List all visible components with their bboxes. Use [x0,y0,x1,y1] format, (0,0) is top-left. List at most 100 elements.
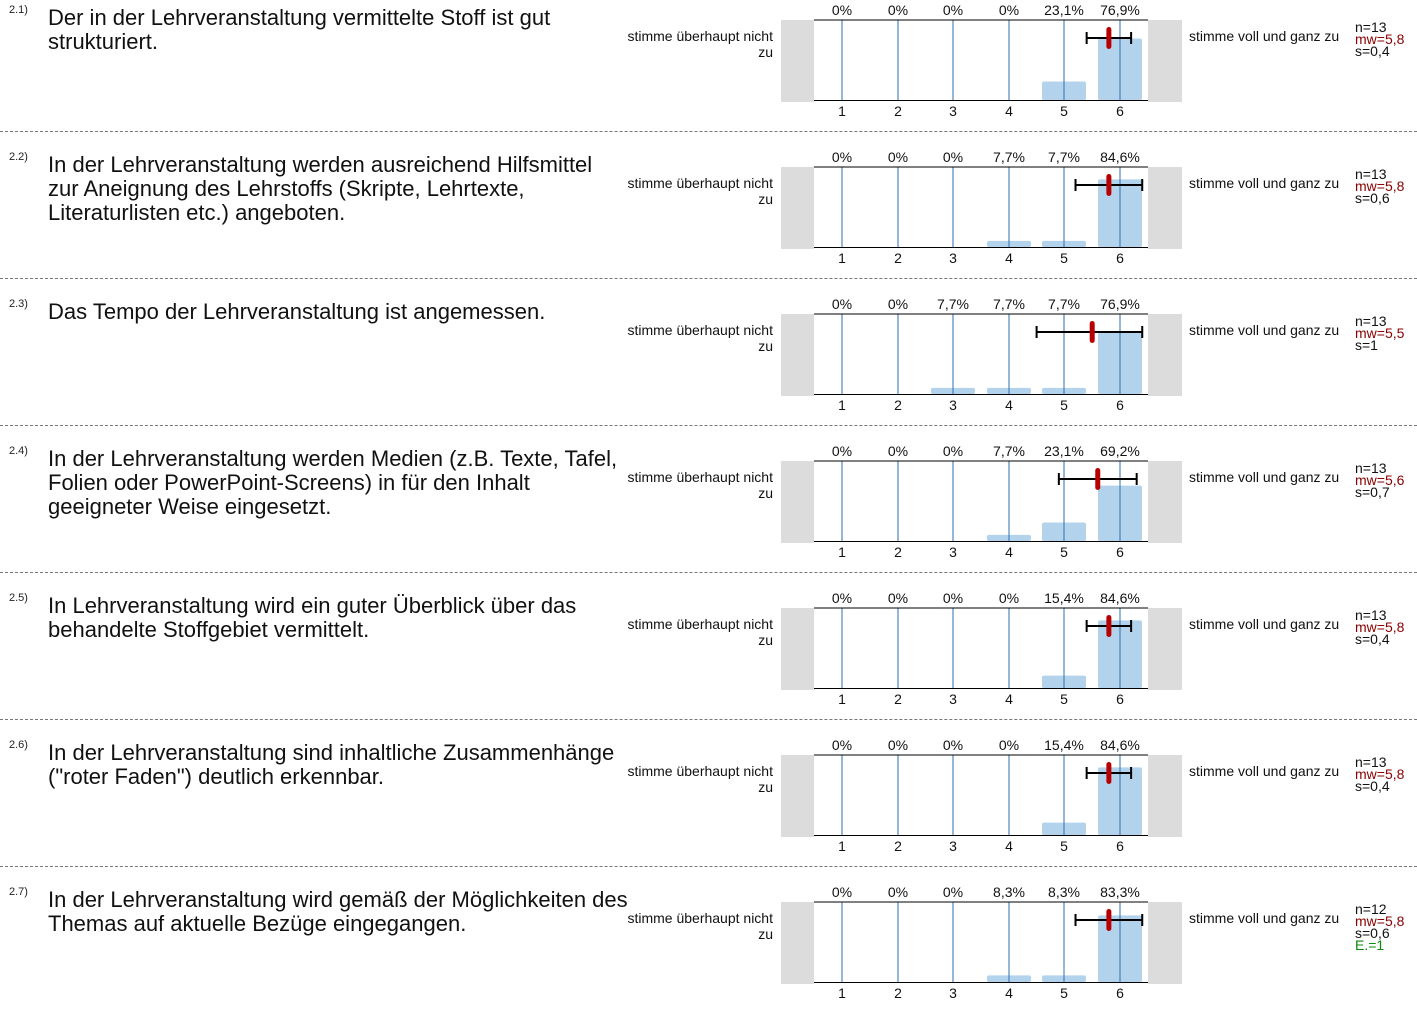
percent-label: 0% [832,2,852,18]
right-side-box [1148,755,1182,837]
stat-n: n=13 [1355,607,1387,623]
mean-marker [1106,909,1112,931]
stat-mean: mw=5,6 [1355,472,1405,488]
stat-sd: s=0,4 [1355,778,1390,794]
item-separator [0,719,1417,720]
stat-n: n=13 [1355,754,1387,770]
scale-left-label: stimme überhaupt nicht zu [627,469,773,501]
category-label: 6 [1116,250,1124,266]
bar-chart: 0% 0% 0% 0% 15,4% 84,6% 1 2 3 4 5 6 [781,590,1182,707]
item-separator [0,572,1417,573]
scale-right-label: stimme voll und ganz zu [1189,175,1340,191]
category-label: 3 [949,103,957,119]
percent-label: 84,6% [1100,149,1140,165]
category-label: 5 [1060,544,1068,560]
category-label: 3 [949,397,957,413]
percent-label: 69,2% [1100,443,1140,459]
category-label: 2 [894,838,902,854]
scale-left-label: stimme überhaupt nicht zu [627,175,773,207]
percent-label: 7,7% [1048,149,1080,165]
sd-whisker [1035,326,1144,338]
item-separator [0,425,1417,426]
category-label: 1 [838,544,846,560]
scale-right-label: stimme voll und ganz zu [1189,910,1340,926]
percent-label: 0% [943,737,963,753]
bar-chart: 0% 0% 7,7% 7,7% 7,7% 76,9% 1 2 3 4 5 6 [781,296,1182,413]
percent-label: 0% [832,296,852,312]
stat-sd: s=0,4 [1355,631,1390,647]
percent-label: 76,9% [1100,296,1140,312]
stat-sd: s=0,4 [1355,43,1390,59]
category-label: 3 [949,985,957,1001]
stat-abstentions: E.=1 [1355,937,1385,953]
question-number: 2.4) [9,445,28,457]
percent-label: 0% [832,443,852,459]
scale-left-label: stimme überhaupt nicht zu [627,28,773,60]
right-side-box [1148,20,1182,102]
category-label: 4 [1005,691,1013,707]
percent-label: 0% [888,443,908,459]
category-label: 2 [894,985,902,1001]
category-label: 5 [1060,250,1068,266]
percent-label: 0% [888,296,908,312]
right-side-box [1148,608,1182,690]
percent-label: 0% [943,2,963,18]
stat-sd: s=0,7 [1355,484,1390,500]
stats-block: n=12 mw=5,8 s=0,6 E.=1 [1355,901,1405,953]
left-side-box [781,167,814,249]
category-label: 1 [838,691,846,707]
scale-left-label: stimme überhaupt nicht zu [627,616,773,648]
category-label: 5 [1060,103,1068,119]
mean-marker [1089,321,1095,343]
question-text: Der in der Lehrveranstaltung vermittelte… [48,5,551,54]
percent-label: 8,3% [993,884,1025,900]
category-label: 2 [894,397,902,413]
survey-item: 2.5) In Lehrveranstaltung wird ein guter … [0,588,1417,735]
question-number: 2.2) [9,151,28,163]
category-label: 6 [1116,985,1124,1001]
percent-label: 0% [999,2,1019,18]
category-label: 6 [1116,397,1124,413]
percent-label: 0% [888,149,908,165]
stat-mean: mw=5,8 [1355,913,1405,929]
category-label: 3 [949,544,957,560]
mean-marker [1095,468,1101,490]
right-side-box [1148,167,1182,249]
percent-label: 0% [888,2,908,18]
stat-mean: mw=5,5 [1355,325,1405,341]
percent-label: 7,7% [937,296,969,312]
category-label: 2 [894,691,902,707]
question-text: In der Lehrveranstaltung werden Medien (… [48,446,618,519]
left-side-box [781,608,814,690]
category-label: 4 [1005,250,1013,266]
percent-label: 7,7% [1048,296,1080,312]
percent-label: 84,6% [1100,590,1140,606]
stat-n: n=13 [1355,166,1387,182]
category-label: 4 [1005,544,1013,560]
mean-marker [1106,174,1112,196]
left-side-box [781,461,814,543]
percent-label: 83,3% [1100,884,1140,900]
stats-block: n=13 mw=5,6 s=0,7 [1355,460,1405,500]
percent-label: 15,4% [1044,590,1084,606]
stats-block: n=13 mw=5,8 s=0,6 [1355,166,1404,205]
percent-label: 0% [943,590,963,606]
percent-label: 23,1% [1044,443,1084,459]
scale-left-label: stimme überhaupt nicht zu [627,322,773,354]
stat-n: n=13 [1355,460,1387,476]
stat-n: n=12 [1355,901,1387,917]
right-side-box [1148,902,1182,984]
question-number: 2.6) [9,739,28,751]
question-text: In Lehrveranstaltung wird ein guter Über… [48,593,577,642]
stat-mean: mw=5,8 [1355,31,1405,47]
mean-marker [1106,27,1112,49]
percent-label: 0% [888,590,908,606]
percent-label: 0% [888,737,908,753]
left-side-box [781,314,814,396]
stats-block: n=13 mw=5,8 s=0,4 [1355,607,1404,647]
survey-item: 2.6) In der Lehrveranstaltung sind inhalt… [0,735,1417,882]
mean-marker [1106,615,1112,637]
percent-label: 84,6% [1100,737,1140,753]
stats-block: n=13 mw=5,5 s=1 [1355,314,1405,352]
stat-mean: mw=5,8 [1355,766,1405,782]
